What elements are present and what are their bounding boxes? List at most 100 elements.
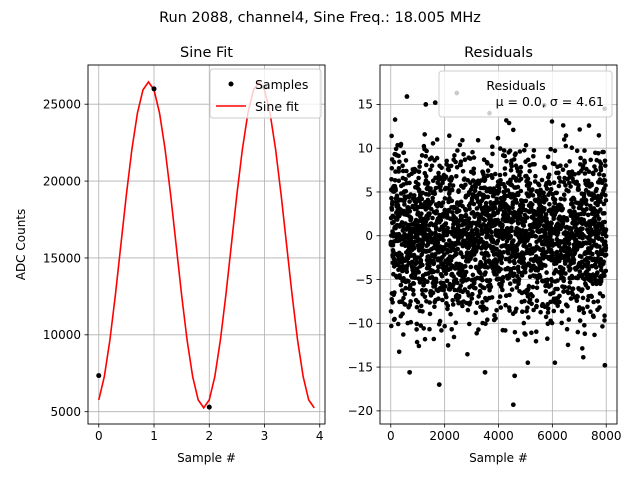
residual-point bbox=[456, 293, 462, 299]
residual-point bbox=[400, 168, 406, 174]
residual-point bbox=[479, 261, 484, 267]
residual-point bbox=[438, 188, 444, 193]
residual-point bbox=[467, 300, 473, 305]
residual-point bbox=[577, 127, 582, 132]
residual-point bbox=[518, 169, 523, 175]
residual-point bbox=[494, 272, 499, 277]
y-tick-label: 15000 bbox=[43, 251, 81, 265]
residual-point bbox=[588, 309, 593, 315]
residual-point bbox=[580, 346, 585, 351]
residual-point bbox=[601, 173, 607, 178]
residual-point bbox=[465, 352, 470, 357]
residual-point bbox=[590, 251, 595, 257]
sine-fit-legend: Samples Sine fit bbox=[209, 68, 322, 119]
residual-point bbox=[404, 168, 409, 174]
residual-point bbox=[507, 281, 513, 287]
residual-point bbox=[389, 166, 395, 171]
residual-point bbox=[581, 191, 587, 197]
residual-point bbox=[543, 314, 549, 320]
y-tick-label: 0 bbox=[365, 229, 373, 243]
residual-point bbox=[434, 279, 439, 285]
residual-point bbox=[544, 270, 549, 275]
residual-point bbox=[430, 215, 435, 221]
residual-point bbox=[512, 260, 517, 266]
residual-point bbox=[481, 229, 487, 234]
residual-point bbox=[408, 319, 414, 325]
residual-point bbox=[461, 152, 466, 157]
residual-point bbox=[515, 337, 521, 343]
residual-point bbox=[405, 255, 411, 261]
residual-point bbox=[444, 158, 450, 164]
residual-point bbox=[478, 271, 483, 276]
residual-point bbox=[452, 153, 457, 158]
residual-point bbox=[561, 266, 566, 272]
residual-point bbox=[449, 187, 455, 193]
residual-point bbox=[526, 283, 532, 289]
residual-point bbox=[468, 156, 473, 161]
residual-point bbox=[438, 218, 444, 223]
residual-point bbox=[490, 175, 495, 181]
residual-point bbox=[563, 133, 569, 138]
residual-point bbox=[582, 171, 588, 176]
y-tick-label: 15 bbox=[358, 98, 373, 112]
residual-point bbox=[393, 187, 399, 193]
residual-point bbox=[560, 123, 566, 128]
residual-point bbox=[388, 309, 394, 314]
residual-point bbox=[548, 187, 554, 192]
residual-point bbox=[498, 178, 503, 183]
residual-point bbox=[441, 288, 447, 293]
residual-point bbox=[508, 177, 513, 183]
residual-point bbox=[485, 173, 490, 178]
residual-point bbox=[471, 155, 477, 160]
residual-point bbox=[529, 233, 535, 239]
residual-point bbox=[565, 303, 570, 309]
residual-point bbox=[516, 276, 522, 282]
residual-point bbox=[505, 188, 511, 193]
residual-point bbox=[458, 199, 464, 205]
sine-fit-chart: 0 1 2 3 4 5000 10000 15000 20000 25000 Sine Fit S… bbox=[14, 45, 326, 465]
residual-point bbox=[455, 225, 461, 230]
residual-point bbox=[470, 272, 476, 278]
residual-point bbox=[450, 210, 455, 215]
residual-point bbox=[391, 159, 397, 165]
residual-point bbox=[419, 196, 425, 202]
residual-point bbox=[534, 280, 540, 285]
residual-point bbox=[555, 303, 560, 309]
residual-point bbox=[419, 211, 424, 216]
residual-point bbox=[584, 201, 589, 207]
residual-point bbox=[468, 264, 474, 270]
residual-point bbox=[489, 295, 495, 300]
residual-point bbox=[514, 247, 520, 253]
residual-point bbox=[543, 263, 548, 268]
sine-fit-title: Sine Fit bbox=[180, 45, 233, 61]
residual-point bbox=[492, 205, 498, 211]
residual-point bbox=[411, 292, 416, 297]
residual-point bbox=[586, 123, 592, 128]
residual-point bbox=[422, 132, 428, 137]
residual-point bbox=[551, 290, 556, 296]
x-tick-label: 0 bbox=[95, 429, 103, 443]
residual-point bbox=[597, 305, 602, 310]
residual-point bbox=[595, 270, 600, 275]
residual-point bbox=[502, 172, 508, 177]
residual-point bbox=[524, 228, 529, 234]
residual-point bbox=[420, 190, 426, 196]
residual-point bbox=[602, 219, 607, 225]
residual-point bbox=[427, 300, 433, 305]
residual-point bbox=[470, 291, 475, 297]
residual-point bbox=[530, 187, 535, 192]
residual-point bbox=[485, 161, 490, 166]
residual-point bbox=[597, 244, 602, 249]
residual-point bbox=[502, 166, 508, 171]
residual-point bbox=[398, 282, 404, 288]
residual-point bbox=[418, 303, 424, 309]
residual-point bbox=[442, 252, 447, 257]
y-tick-label: −15 bbox=[348, 360, 373, 374]
residual-point bbox=[549, 320, 555, 326]
residual-point bbox=[529, 301, 534, 307]
residual-point bbox=[389, 195, 394, 201]
residual-point bbox=[408, 192, 414, 197]
residual-point bbox=[563, 143, 569, 149]
residual-point bbox=[441, 238, 446, 243]
residual-point bbox=[486, 253, 491, 258]
